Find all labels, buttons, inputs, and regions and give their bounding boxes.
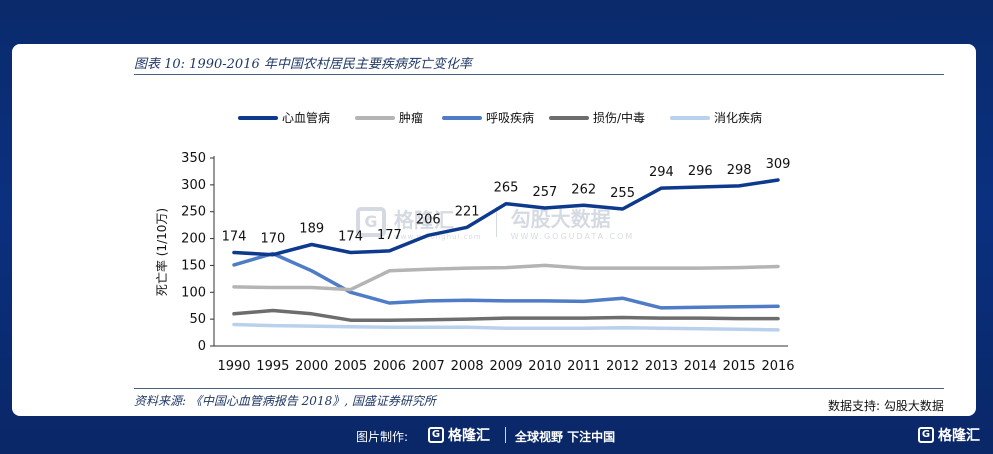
data-label: 177 — [377, 228, 402, 243]
corner-brand-name: 格隆汇 — [938, 428, 980, 444]
legend-label: 损伤/中毒 — [593, 110, 645, 125]
x-tick-label: 1995 — [256, 359, 289, 374]
x-tick-label: 2009 — [489, 359, 522, 374]
data-support: 数据支持: 勾股大数据 — [828, 399, 944, 413]
x-tick-label: 2000 — [295, 359, 328, 374]
data-label: 294 — [649, 165, 674, 180]
y-tick-label: 150 — [181, 258, 206, 273]
y-axis-label: 死亡率 (1/10万) — [154, 208, 169, 296]
data-label: 262 — [571, 182, 596, 197]
data-label: 174 — [222, 230, 247, 245]
data-label: 257 — [532, 185, 557, 200]
x-tick-label: 2013 — [645, 359, 678, 374]
data-label: 309 — [766, 157, 791, 172]
data-label: 174 — [338, 230, 363, 245]
y-tick-label: 300 — [181, 178, 206, 193]
x-tick-label: 2015 — [723, 359, 756, 374]
x-tick-label: 2010 — [528, 359, 561, 374]
series-line — [232, 308, 780, 322]
x-tick-label: 2007 — [412, 359, 445, 374]
source-note: 资料来源: 《中国心血管病报告 2018》, 国盛证券研究所 — [134, 394, 436, 408]
footer-divider — [505, 427, 506, 443]
x-tick-label: 1990 — [217, 359, 250, 374]
series-line — [232, 322, 780, 332]
footer-made-by: 图片制作: — [356, 430, 409, 444]
legend-label: 消化疾病 — [714, 110, 762, 125]
y-tick-label: 200 — [181, 232, 206, 247]
series-line — [232, 178, 780, 257]
legend-label: 呼吸疾病 — [486, 110, 534, 125]
gelonghui-logo-icon: G — [428, 427, 444, 443]
footer-slogan: 全球视野 下注中国 — [515, 430, 616, 444]
footer-brand[interactable]: G 格隆汇 — [428, 425, 490, 445]
x-tick-label: 2012 — [606, 359, 639, 374]
x-tick-label: 2014 — [684, 359, 717, 374]
legend-label: 肿瘤 — [399, 110, 423, 125]
data-label: 298 — [727, 163, 752, 178]
data-label: 221 — [455, 204, 480, 219]
gelonghui-logo-icon: G — [918, 427, 934, 443]
corner-brand[interactable]: G 格隆汇 — [918, 425, 980, 445]
x-tick-label: 2005 — [334, 359, 367, 374]
y-tick-label: 0 — [198, 339, 206, 354]
title-rule — [134, 74, 944, 75]
legend-label: 心血管病 — [282, 110, 330, 125]
y-tick-label: 350 — [181, 151, 206, 166]
series-line — [232, 251, 780, 310]
footer-bar: 图片制作: G 格隆汇 全球视野 下注中国 G 格隆汇 — [0, 424, 993, 450]
y-tick-label: 250 — [181, 205, 206, 220]
data-label: 296 — [688, 164, 713, 179]
x-tick-label: 2016 — [761, 359, 794, 374]
x-tick-label: 2008 — [451, 359, 484, 374]
data-label: 265 — [494, 181, 519, 196]
x-tick-label: 2006 — [373, 359, 406, 374]
chart-card — [12, 44, 976, 416]
footer-brand-name: 格隆汇 — [448, 428, 490, 444]
y-tick-label: 50 — [189, 312, 206, 327]
source-rule — [134, 388, 944, 389]
x-tick-label: 2011 — [567, 359, 600, 374]
data-label: 255 — [610, 186, 635, 201]
data-label: 189 — [299, 221, 324, 236]
series-line — [232, 263, 780, 292]
y-tick-label: 100 — [181, 285, 206, 300]
data-label: 206 — [416, 212, 441, 227]
figure-title: 图表 10: 1990-2016 年中国农村居民主要疾病死亡变化率 — [134, 57, 472, 72]
data-label: 170 — [260, 232, 285, 247]
